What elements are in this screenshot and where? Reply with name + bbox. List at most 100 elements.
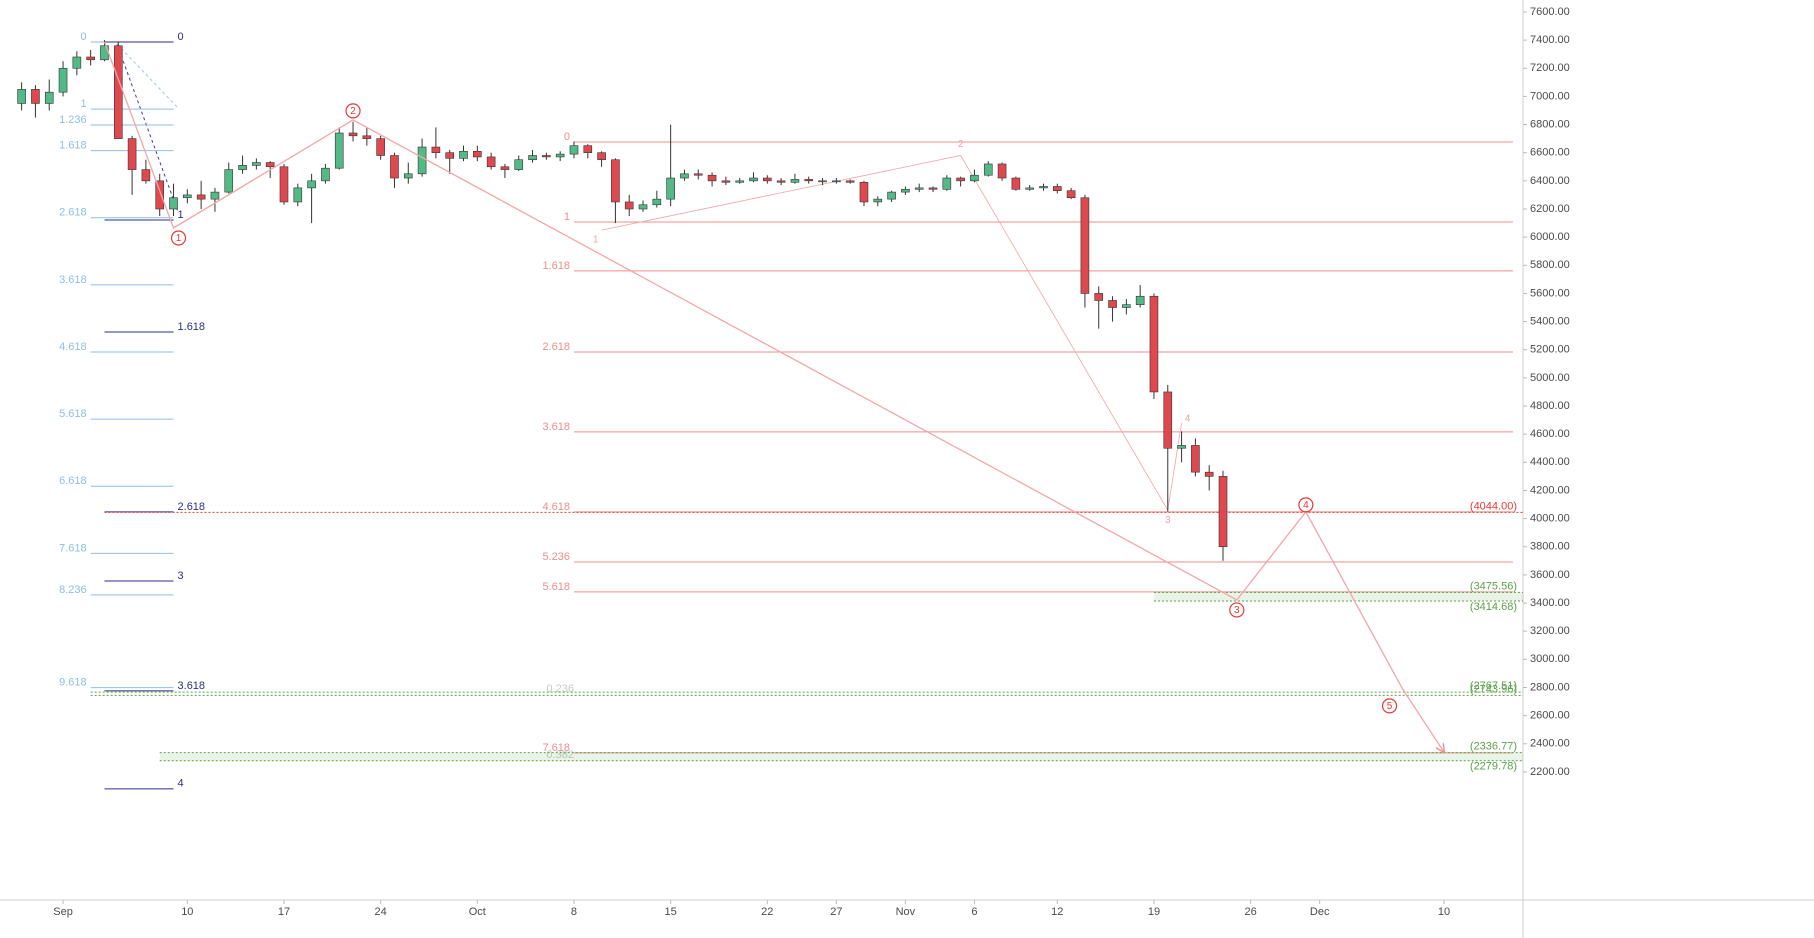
fib-label: 1.618 — [178, 321, 206, 333]
x-tick-label: 10 — [181, 906, 193, 918]
minor-wave-label: 2 — [958, 139, 964, 150]
candle-body — [141, 169, 151, 182]
candle-body — [1011, 177, 1021, 190]
fib-label: 7.618 — [59, 542, 87, 554]
candle-body — [763, 177, 772, 182]
y-tick-label: 6000.00 — [1530, 231, 1570, 243]
wave-label: 1 — [176, 233, 182, 244]
axes: 2200.002400.002600.002800.003000.003200.… — [53, 6, 1570, 918]
candle-body — [183, 194, 192, 199]
y-tick-label: 2600.00 — [1530, 710, 1570, 722]
fib-label: 3.618 — [59, 274, 87, 286]
y-tick-label: 4600.00 — [1530, 428, 1570, 440]
wave-label: 4 — [1303, 500, 1309, 511]
candle-body — [928, 187, 938, 190]
candle-body — [583, 145, 593, 153]
candle-body — [1066, 190, 1076, 199]
candle-body — [666, 177, 675, 200]
candle-body — [611, 159, 620, 203]
candle-body — [901, 188, 910, 193]
fib-label: 5.618 — [59, 408, 87, 420]
fib-label: 4.618 — [59, 341, 87, 353]
candle-body — [113, 45, 123, 139]
candle-body — [31, 89, 40, 104]
y-tick-label: 3400.00 — [1530, 597, 1570, 609]
minor-wave-line — [601, 155, 1182, 512]
candle-body — [17, 89, 26, 104]
fib-label: 1 — [178, 209, 184, 221]
fib-label: 4 — [178, 778, 184, 790]
fib-label: 0.236 — [546, 683, 574, 695]
fib-label: 1.236 — [59, 114, 87, 126]
price-tag-label: (3475.56) — [1470, 580, 1517, 592]
fib-trend-line — [116, 43, 179, 109]
y-tick-label: 2800.00 — [1530, 681, 1570, 693]
y-tick-label: 2200.00 — [1530, 766, 1570, 778]
candle-body — [224, 169, 234, 193]
candle-body — [1094, 293, 1104, 301]
candle-body — [1122, 304, 1131, 308]
x-tick-label: 24 — [375, 906, 387, 918]
candle-body — [362, 135, 372, 139]
candle-body — [1053, 186, 1062, 191]
x-tick-label: 15 — [665, 906, 677, 918]
x-tick-label: 27 — [830, 906, 842, 918]
candle-body — [638, 204, 648, 210]
candle-body — [321, 167, 330, 182]
fib-label: 1 — [564, 211, 570, 223]
fib-label: 7.618 — [542, 742, 570, 754]
x-tick-label: 10 — [1438, 906, 1450, 918]
wave-circle — [345, 103, 361, 119]
price-tag-label: (2279.78) — [1470, 761, 1517, 773]
candle-body — [1108, 300, 1117, 308]
wave-circle — [1298, 497, 1314, 513]
candle-body — [997, 163, 1007, 179]
y-tick-label: 6400.00 — [1530, 175, 1570, 187]
candle-body — [1025, 187, 1034, 190]
y-tick-label: 2400.00 — [1530, 738, 1570, 750]
x-tick-label: 22 — [761, 906, 773, 918]
candle-body — [348, 132, 358, 137]
candle-body — [735, 180, 744, 183]
candle-body — [970, 174, 979, 182]
fib-label: 0 — [81, 31, 87, 43]
y-tick-label: 6800.00 — [1530, 118, 1570, 130]
candle-body — [652, 198, 662, 206]
y-tick-label: 7200.00 — [1530, 62, 1570, 74]
fib-label: 3.618 — [178, 680, 206, 692]
candle-body — [1204, 471, 1214, 477]
y-tick-label: 4200.00 — [1530, 484, 1570, 496]
candle-body — [597, 152, 606, 161]
y-tick-label: 7600.00 — [1530, 6, 1570, 18]
x-tick-label: 12 — [1051, 906, 1063, 918]
fib-label: 1.618 — [542, 260, 570, 272]
candle-body — [500, 166, 510, 170]
x-tick-label: 8 — [571, 906, 577, 918]
fib-label: 0 — [564, 131, 570, 143]
candle-body — [721, 180, 731, 183]
candle-body — [887, 191, 896, 200]
candle-body — [859, 181, 869, 203]
target-zone — [1153, 592, 1523, 601]
candle-body — [376, 138, 385, 156]
candle-body — [196, 194, 206, 200]
candle-body — [956, 177, 965, 182]
candle-body — [528, 155, 537, 161]
candle-body — [417, 146, 427, 175]
fib-label: 1 — [81, 98, 87, 110]
plot-area: 0 1 1.236 1.618 2.618 3.618 4.618 5.618 6.618 7.6… — [17, 31, 1523, 790]
wave-circle — [1381, 698, 1398, 714]
candle-body — [431, 146, 441, 153]
candle-body — [832, 180, 841, 183]
candle-body — [155, 180, 165, 210]
candle-body — [293, 187, 303, 203]
x-tick-label: Dec — [1310, 906, 1330, 918]
candle-body — [790, 179, 800, 183]
candle-body — [1135, 295, 1145, 305]
candle-body — [334, 132, 344, 169]
candle-body — [72, 56, 82, 69]
candle-body — [169, 197, 178, 210]
